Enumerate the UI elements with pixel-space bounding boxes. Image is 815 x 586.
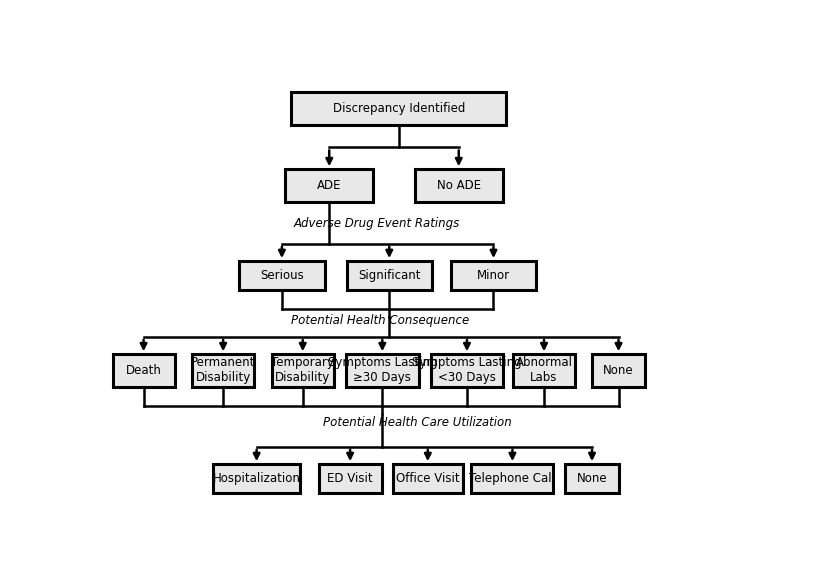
Text: Adverse Drug Event Ratings: Adverse Drug Event Ratings <box>293 217 460 230</box>
Text: None: None <box>603 364 634 377</box>
Text: Telephone Call: Telephone Call <box>469 472 556 485</box>
Text: Significant: Significant <box>358 269 421 282</box>
FancyBboxPatch shape <box>285 169 373 202</box>
Text: Discrepancy Identified: Discrepancy Identified <box>333 102 465 115</box>
FancyBboxPatch shape <box>319 464 381 493</box>
FancyBboxPatch shape <box>240 261 324 290</box>
FancyBboxPatch shape <box>292 93 506 125</box>
Text: Death: Death <box>126 364 161 377</box>
Text: Hospitalization: Hospitalization <box>213 472 301 485</box>
FancyBboxPatch shape <box>513 354 575 387</box>
Text: Minor: Minor <box>477 269 510 282</box>
Text: Symptoms Lasting
≥30 Days: Symptoms Lasting ≥30 Days <box>328 356 437 384</box>
Text: Symptoms Lasting
<30 Days: Symptoms Lasting <30 Days <box>412 356 522 384</box>
Text: ADE: ADE <box>317 179 341 192</box>
FancyBboxPatch shape <box>213 464 300 493</box>
FancyBboxPatch shape <box>192 354 254 387</box>
FancyBboxPatch shape <box>430 354 504 387</box>
FancyBboxPatch shape <box>415 169 503 202</box>
Text: Abnormal
Labs: Abnormal Labs <box>516 356 572 384</box>
Text: No ADE: No ADE <box>437 179 481 192</box>
Text: ED Visit: ED Visit <box>328 472 373 485</box>
Text: Permanent
Disability: Permanent Disability <box>191 356 255 384</box>
FancyBboxPatch shape <box>346 354 419 387</box>
Text: Potential Health Care Utilization: Potential Health Care Utilization <box>324 416 512 429</box>
FancyBboxPatch shape <box>451 261 536 290</box>
Text: Potential Health Consequence: Potential Health Consequence <box>291 314 469 327</box>
Text: Serious: Serious <box>260 269 304 282</box>
Text: Temporary
Disability: Temporary Disability <box>271 356 334 384</box>
FancyBboxPatch shape <box>112 354 174 387</box>
FancyBboxPatch shape <box>592 354 645 387</box>
FancyBboxPatch shape <box>393 464 463 493</box>
Text: None: None <box>577 472 607 485</box>
FancyBboxPatch shape <box>271 354 333 387</box>
Text: Office Visit: Office Visit <box>396 472 460 485</box>
FancyBboxPatch shape <box>346 261 432 290</box>
FancyBboxPatch shape <box>565 464 619 493</box>
FancyBboxPatch shape <box>471 464 553 493</box>
